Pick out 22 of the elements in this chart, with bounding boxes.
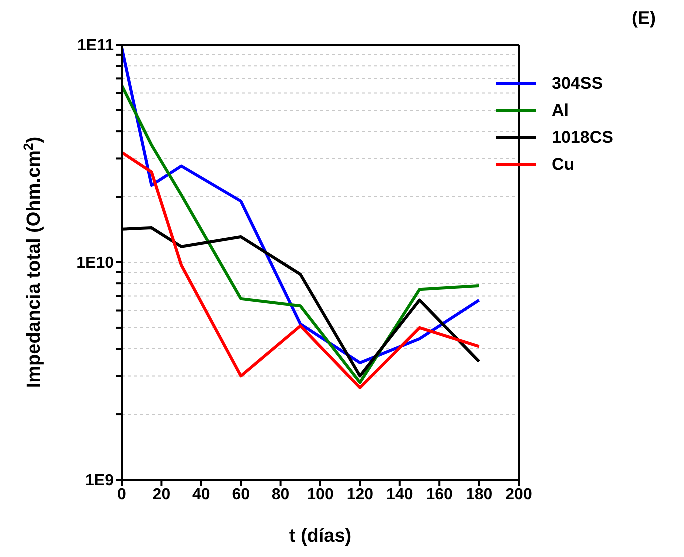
x-tick-label: 0 <box>118 486 127 504</box>
x-tick-label: 200 <box>506 486 532 504</box>
legend-label: 1018CS <box>552 128 614 148</box>
line-series <box>122 84 481 384</box>
x-tick-label: 40 <box>192 486 210 504</box>
x-tick-label: 180 <box>466 486 493 504</box>
legend-label: Cu <box>552 154 575 174</box>
x-axis-title: t (días) <box>289 526 352 547</box>
x-tick-label: 140 <box>386 486 414 504</box>
x-tick-label: 20 <box>152 486 171 504</box>
y-tick-label: 1E11 <box>78 38 114 55</box>
x-tick-label: 100 <box>307 486 334 504</box>
x-tick-label: 160 <box>426 486 454 504</box>
x-tick-label: 80 <box>272 486 290 504</box>
legend-label: Al <box>552 100 569 120</box>
text: (E) <box>632 8 656 29</box>
x-tick-label: 120 <box>346 486 374 504</box>
y-tick-label: 1E10 <box>76 255 114 272</box>
y-tick-label: 1E9 <box>86 472 114 490</box>
legend-label: 304SS <box>552 74 604 94</box>
line-series <box>122 151 481 390</box>
x-tick-label: 60 <box>232 486 250 504</box>
